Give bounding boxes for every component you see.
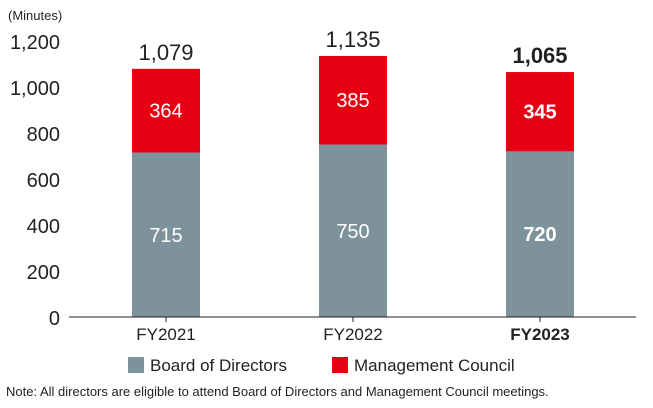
- y-tick-label: 1,200: [10, 32, 60, 54]
- segment-value-label: 385: [336, 90, 369, 112]
- x-tick-label: FY2023: [510, 325, 570, 344]
- x-axis-ticks: FY2021 FY2022 FY2023: [136, 317, 570, 344]
- y-tick-label: 600: [27, 170, 60, 192]
- total-value-label: 1,135: [325, 27, 380, 52]
- bar-segment: [132, 152, 200, 317]
- y-tick-label: 0: [49, 308, 60, 330]
- segment-value-label: 720: [523, 224, 556, 246]
- bar-segment: [506, 151, 574, 317]
- total-labels: 1,079 1,135 1,065: [138, 27, 567, 68]
- bar-segment: [132, 68, 200, 153]
- bar-segment: [319, 144, 387, 317]
- y-tick-label: 800: [27, 124, 60, 146]
- y-tick-label: 1,000: [10, 78, 60, 100]
- x-tick-label: FY2022: [323, 325, 383, 344]
- bar-segment: [319, 55, 387, 145]
- y-axis-unit-label: (Minutes): [8, 8, 62, 23]
- legend-swatch: [128, 357, 144, 373]
- y-axis-ticks: 0 200 400 600 800 1,000 1,200: [10, 32, 60, 330]
- bars: [132, 55, 574, 317]
- legend-label: Board of Directors: [150, 356, 287, 375]
- segment-value-label: 364: [149, 101, 182, 123]
- y-tick-label: 200: [27, 262, 60, 284]
- legend-label: Management Council: [354, 356, 515, 375]
- legend-swatch: [332, 357, 348, 373]
- segment-value-label: 715: [149, 225, 182, 247]
- total-value-label: 1,065: [512, 43, 567, 68]
- x-tick-label: FY2021: [136, 325, 196, 344]
- segment-value-label: 345: [523, 102, 556, 124]
- legend: Board of Directors Management Council: [128, 356, 515, 375]
- segment-labels: 715 364 750 385 720 345: [149, 90, 556, 247]
- total-value-label: 1,079: [138, 40, 193, 65]
- footnote: Note: All directors are eligible to atte…: [6, 384, 549, 399]
- y-tick-label: 400: [27, 216, 60, 238]
- stacked-bar-chart: (Minutes) 0 200 400 600 800 1,000 1,200 715 364…: [8, 8, 636, 375]
- segment-value-label: 750: [336, 221, 369, 243]
- bar-segment: [506, 72, 574, 152]
